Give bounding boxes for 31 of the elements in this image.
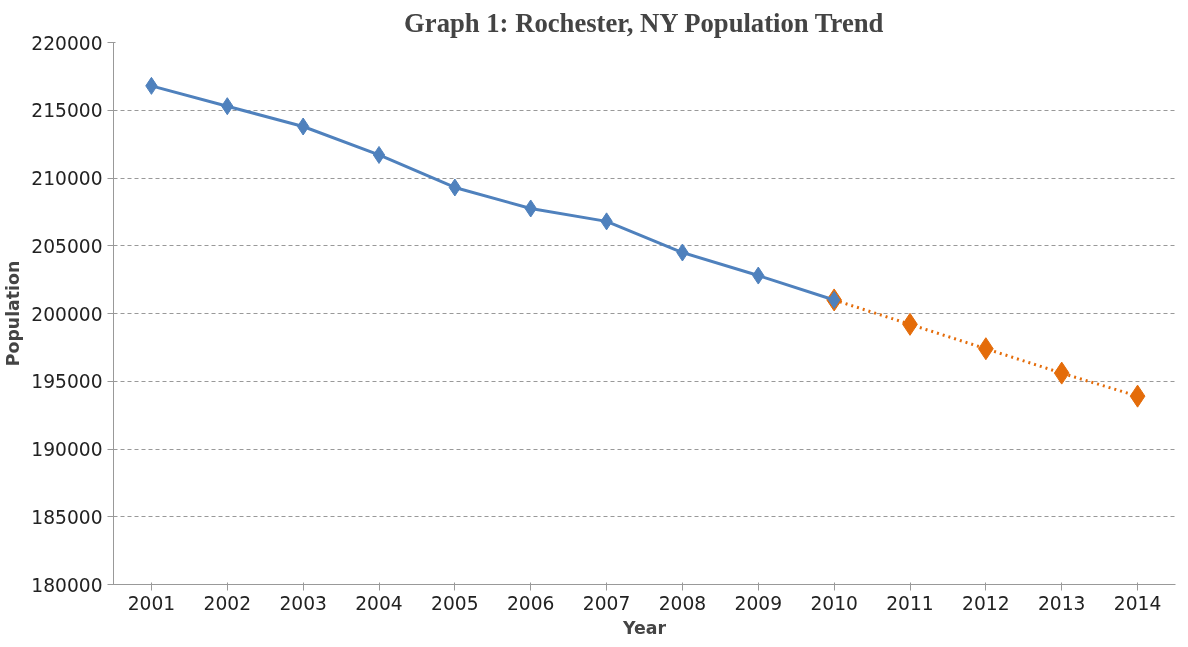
y-axis-title: Population <box>3 260 24 367</box>
y-tick-label: 195000 <box>31 371 103 393</box>
x-tick-label: 2008 <box>658 592 707 614</box>
y-tick-label: 220000 <box>31 32 103 54</box>
x-tick-label: 2013 <box>1037 592 1086 614</box>
x-tick-label: 2007 <box>582 592 631 614</box>
y-tick-label: 190000 <box>31 439 103 460</box>
point <box>1129 384 1146 408</box>
point <box>296 117 310 136</box>
x-tick-label: 2009 <box>734 592 783 614</box>
x-tick-label: 2012 <box>962 592 1010 614</box>
point <box>448 178 462 197</box>
x-tick-label: 2011 <box>886 592 934 614</box>
y-tick-label: 210000 <box>31 168 103 189</box>
x-axis-title: Year <box>622 617 667 638</box>
x-tick-label: 2002 <box>203 592 252 614</box>
x-tick-label: 2014 <box>1113 592 1162 614</box>
y-tick-label: 185000 <box>31 506 103 528</box>
chart-title: Graph 1: Rochester, NY Population Trend <box>404 7 884 38</box>
x-tick-label: 2004 <box>355 592 403 614</box>
y-tick-label: 205000 <box>31 235 103 257</box>
x-tick-label: 2001 <box>127 592 176 614</box>
y-tick-label: 180000 <box>31 574 103 596</box>
x-tick-label: 2006 <box>506 592 555 614</box>
point <box>372 145 386 164</box>
x-tick-label: 2010 <box>810 592 858 614</box>
x-tick-label: 2005 <box>431 592 479 614</box>
x-tick-label: 2003 <box>279 592 327 614</box>
point <box>1053 361 1070 385</box>
y-tick-label: 200000 <box>31 303 103 325</box>
y-tick-label: 215000 <box>31 100 103 122</box>
